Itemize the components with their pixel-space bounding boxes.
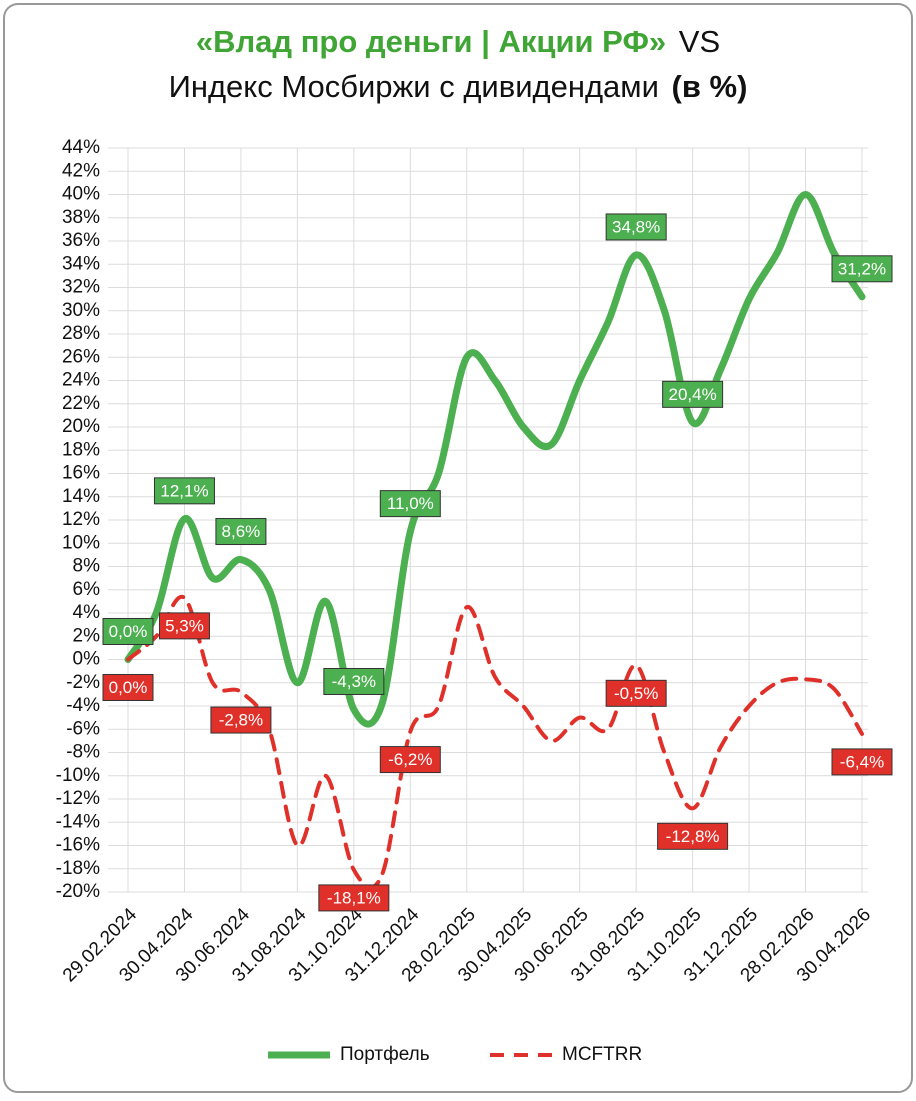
y-tick-label: 0% bbox=[73, 649, 101, 670]
y-tick-label: -14% bbox=[56, 811, 100, 832]
data-label: 12,1% bbox=[160, 481, 208, 500]
y-tick-label: 24% bbox=[62, 370, 100, 391]
y-tick-label: 34% bbox=[62, 253, 100, 274]
y-tick-label: -6% bbox=[66, 718, 100, 739]
y-tick-label: 4% bbox=[73, 602, 101, 623]
frame bbox=[3, 3, 913, 1093]
y-tick-label: -10% bbox=[56, 765, 100, 786]
y-tick-label: 32% bbox=[62, 277, 100, 298]
y-tick-label: 26% bbox=[62, 346, 100, 367]
data-label-box bbox=[102, 674, 154, 701]
data-label-box bbox=[210, 706, 272, 734]
title-vs: VS bbox=[679, 24, 720, 59]
y-tick-label: -16% bbox=[56, 835, 100, 856]
y-tick-label: 20% bbox=[62, 416, 100, 437]
y-tick-label: 16% bbox=[62, 463, 100, 484]
series-line bbox=[124, 190, 866, 728]
data-label: -6,2% bbox=[388, 750, 432, 769]
y-tick-label: -20% bbox=[56, 881, 100, 902]
data-label: 20,4% bbox=[669, 385, 717, 404]
data-label-box bbox=[323, 667, 385, 695]
data-label-box bbox=[102, 618, 154, 645]
y-tick-label: -2% bbox=[66, 672, 100, 693]
data-label-box bbox=[318, 884, 390, 912]
data-label-box bbox=[831, 255, 893, 283]
y-tick-label: 40% bbox=[62, 184, 100, 205]
data-label-box bbox=[379, 746, 441, 774]
series-line bbox=[126, 594, 864, 890]
data-label: -4,3% bbox=[332, 672, 376, 691]
data-label: 34,8% bbox=[612, 217, 660, 236]
title-unit: (в %) bbox=[672, 69, 748, 104]
data-label-box bbox=[158, 612, 210, 640]
y-tick-label: 6% bbox=[73, 579, 101, 600]
y-tick-label: 28% bbox=[62, 323, 100, 344]
y-tick-label: 22% bbox=[62, 393, 100, 414]
y-tick-label: 38% bbox=[62, 207, 100, 228]
y-tick-label: 30% bbox=[62, 300, 100, 321]
data-label-box bbox=[605, 679, 667, 707]
data-label: 11,0% bbox=[387, 494, 434, 513]
data-label: -12,8% bbox=[666, 827, 720, 846]
y-tick-label: 2% bbox=[73, 625, 101, 646]
data-label: 0,0% bbox=[109, 622, 148, 641]
data-label: -0,5% bbox=[614, 684, 658, 703]
y-tick-label: -4% bbox=[66, 695, 100, 716]
y-tick-label: -18% bbox=[56, 858, 100, 879]
data-label: -6,4% bbox=[840, 752, 884, 771]
legend-label: Портфель bbox=[340, 1044, 430, 1065]
y-tick-label: 10% bbox=[62, 532, 100, 553]
y-tick-label: 18% bbox=[62, 439, 100, 460]
y-tick-label: 14% bbox=[62, 486, 100, 507]
data-label: -18,1% bbox=[327, 888, 381, 907]
y-tick-label: 12% bbox=[62, 509, 100, 530]
y-tick-label: 44% bbox=[62, 137, 100, 158]
data-label: 8,6% bbox=[222, 522, 261, 541]
data-label-box bbox=[605, 213, 667, 241]
data-label: 31,2% bbox=[838, 259, 886, 278]
data-label-box bbox=[657, 822, 729, 850]
data-label-box bbox=[662, 380, 724, 408]
data-label: 5,3% bbox=[165, 616, 204, 635]
y-tick-label: 8% bbox=[73, 556, 101, 577]
y-tick-label: 42% bbox=[62, 160, 100, 181]
title-main: Индекс Мосбиржи с дивидендами bbox=[169, 69, 659, 104]
data-label-box bbox=[153, 477, 215, 505]
legend-label: MCFTRR bbox=[562, 1044, 642, 1065]
title-line1: «Влад про деньги | Акции РФ» VS bbox=[196, 24, 720, 59]
title-brand: «Влад про деньги | Акции РФ» bbox=[196, 24, 666, 59]
y-tick-label: 36% bbox=[62, 230, 100, 251]
data-label-box bbox=[831, 748, 893, 776]
data-label: 0,0% bbox=[109, 678, 148, 697]
y-tick-label: -8% bbox=[66, 742, 100, 763]
title-line2: Индекс Мосбиржи с дивидендами (в %) bbox=[169, 69, 748, 104]
data-label: -2,8% bbox=[219, 711, 263, 730]
data-label-box bbox=[379, 490, 441, 518]
y-tick-label: -12% bbox=[56, 788, 100, 809]
data-label-box bbox=[215, 518, 267, 546]
